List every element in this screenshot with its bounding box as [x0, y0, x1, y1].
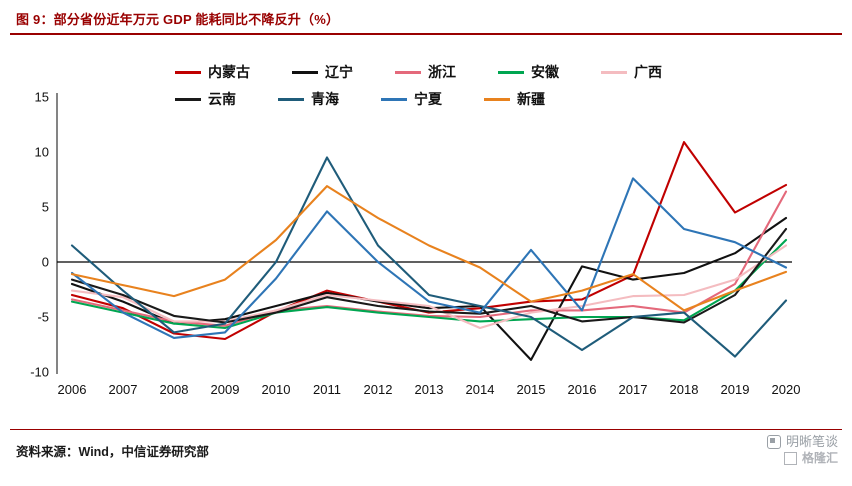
legend-row-1: 内蒙古 辽宁 浙江 安徽 广西 — [175, 62, 662, 82]
series-line-云南 — [70, 227, 788, 324]
legend-label: 内蒙古 — [208, 64, 250, 80]
series-line-内蒙古 — [70, 141, 788, 341]
legend-item-内蒙古: 内蒙古 — [175, 62, 250, 82]
series-line-辽宁 — [70, 216, 788, 361]
series-line-安徽 — [70, 238, 788, 330]
watermark-gelonghui-label: 格隆汇 — [801, 451, 838, 465]
legend-item-浙江: 浙江 — [395, 62, 456, 82]
watermark-gelonghui-icon — [783, 452, 797, 465]
x-tick-label: 2015 — [517, 382, 546, 397]
series-line-浙江 — [70, 190, 788, 327]
footer-rule — [10, 429, 842, 430]
legend-swatch — [498, 70, 524, 74]
legend-swatch — [381, 97, 407, 101]
x-tick-label: 2012 — [364, 382, 393, 397]
legend-item-安徽: 安徽 — [498, 62, 559, 82]
figure-title: 图 9：部分省份近年万元 GDP 能耗同比不降反升（%） — [16, 12, 340, 27]
y-tick-label: -10 — [30, 365, 49, 380]
legend-swatch — [175, 70, 201, 74]
y-tick-label: 10 — [35, 145, 49, 160]
y-tick-label: 15 — [35, 90, 49, 105]
watermark-mingxi-label: 明晰笔谈 — [785, 434, 838, 449]
x-tick-label: 2009 — [211, 382, 240, 397]
source-note: 资料来源：Wind，中信证券研究部 — [16, 445, 209, 459]
legend-swatch — [395, 70, 421, 74]
legend-label: 青海 — [311, 91, 339, 107]
legend-label: 新疆 — [517, 91, 545, 107]
legend-item-辽宁: 辽宁 — [292, 62, 353, 82]
y-tick-label: 0 — [42, 255, 49, 270]
legend-swatch — [292, 70, 318, 74]
x-tick-label: 2008 — [160, 382, 189, 397]
watermark-mingxi: 明晰笔谈 — [766, 433, 838, 450]
series-line-新疆 — [70, 185, 788, 312]
series-line-宁夏 — [70, 177, 788, 339]
x-tick-label: 2011 — [313, 382, 341, 397]
legend-item-青海: 青海 — [278, 89, 339, 109]
chart-legend: 内蒙古 辽宁 浙江 安徽 广西 云南 青海 宁夏 新疆 — [175, 62, 662, 109]
legend-swatch — [484, 97, 510, 101]
x-tick-label: 2019 — [721, 382, 750, 397]
legend-swatch — [278, 97, 304, 101]
watermark-gelonghui: 格隆汇 — [767, 450, 838, 467]
legend-item-云南: 云南 — [175, 89, 236, 109]
series-line-广西 — [70, 244, 788, 330]
legend-label: 浙江 — [428, 64, 456, 80]
legend-item-广西: 广西 — [601, 62, 662, 82]
x-tick-label: 2016 — [568, 382, 597, 397]
chart-canvas: 15 10 5 0 -5 -10 2006 2007 2008 2009 2010 2011 2012 2… — [30, 90, 801, 398]
legend-label: 安徽 — [531, 64, 559, 80]
legend-label: 宁夏 — [414, 91, 442, 107]
x-tick-label: 2018 — [670, 382, 699, 397]
x-tick-label: 2010 — [262, 382, 291, 397]
x-tick-label: 2017 — [619, 382, 648, 397]
x-tick-label: 2006 — [58, 382, 87, 397]
legend-label: 辽宁 — [325, 64, 353, 80]
watermark-pen-icon — [766, 434, 781, 449]
legend-label: 广西 — [634, 64, 662, 80]
legend-swatch — [175, 97, 201, 101]
x-tick-label: 2013 — [415, 382, 444, 397]
y-tick-label: -5 — [37, 310, 49, 325]
watermarks: 明晰笔谈 格隆汇 — [766, 433, 838, 467]
x-tick-label: 2014 — [466, 382, 495, 397]
line-chart: 15 10 5 0 -5 -10 2006 2007 2008 2009 2010 2011 2012 2… — [0, 85, 852, 420]
legend-item-新疆: 新疆 — [484, 89, 545, 109]
legend-label: 云南 — [208, 91, 236, 107]
series-line-青海 — [70, 156, 788, 358]
legend-item-宁夏: 宁夏 — [381, 89, 442, 109]
legend-row-2: 云南 青海 宁夏 新疆 — [175, 89, 662, 109]
title-underline-rule — [10, 33, 842, 35]
x-tick-label: 2020 — [772, 382, 801, 397]
y-tick-label: 5 — [42, 200, 49, 215]
legend-swatch — [601, 70, 627, 74]
x-tick-label: 2007 — [109, 382, 138, 397]
